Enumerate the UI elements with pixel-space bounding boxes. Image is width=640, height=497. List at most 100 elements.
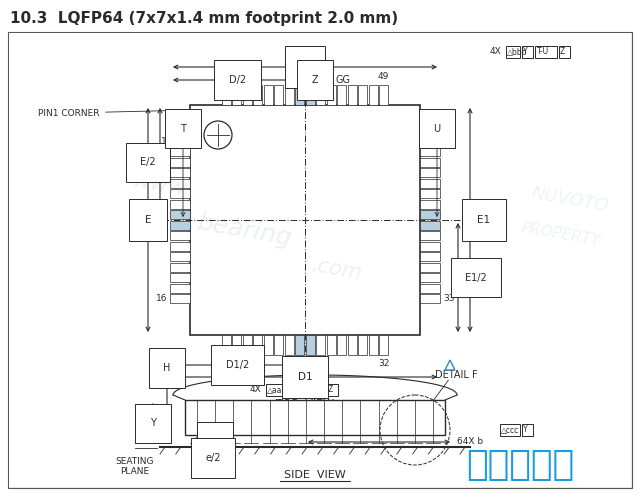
Bar — [170, 242, 190, 251]
Bar — [420, 210, 440, 219]
Text: 49: 49 — [378, 72, 389, 81]
Bar — [266, 384, 288, 396]
Text: PROPERTY: PROPERTY — [520, 221, 602, 249]
Text: 10.3  LQFP64 (7x7x1.4 mm footprint 2.0 mm): 10.3 LQFP64 (7x7x1.4 mm footprint 2.0 mm… — [10, 10, 398, 25]
Text: 64: 64 — [221, 72, 232, 81]
Bar — [506, 46, 520, 58]
Bar — [170, 294, 190, 303]
Text: T-U: T-U — [305, 386, 317, 395]
Bar — [170, 252, 190, 261]
Bar — [170, 263, 190, 272]
Bar — [348, 335, 356, 355]
Bar — [295, 335, 304, 355]
Text: 48: 48 — [443, 137, 454, 146]
Bar — [170, 158, 190, 167]
Bar — [420, 200, 440, 209]
Bar — [185, 400, 445, 435]
Bar — [369, 85, 378, 105]
Bar — [170, 179, 190, 188]
Bar — [221, 335, 231, 355]
Text: DETAIL F: DETAIL F — [435, 370, 477, 380]
Bar — [420, 263, 440, 272]
Bar — [275, 85, 284, 105]
Bar — [358, 335, 367, 355]
Text: E1/2: E1/2 — [465, 272, 487, 282]
Text: D: D — [301, 62, 309, 72]
Bar — [380, 85, 388, 105]
Text: e/2: e/2 — [205, 453, 221, 463]
Bar — [420, 284, 440, 293]
Bar — [170, 168, 190, 177]
Text: D1/2: D1/2 — [226, 360, 249, 370]
Text: 64X b: 64X b — [457, 437, 483, 446]
Text: GG: GG — [335, 75, 350, 85]
Bar — [535, 46, 557, 58]
Bar — [285, 85, 294, 105]
Bar — [232, 335, 241, 355]
Bar — [243, 335, 252, 355]
Text: Z: Z — [312, 75, 318, 85]
Text: TOP  VIEW: TOP VIEW — [276, 399, 334, 409]
Bar — [253, 335, 262, 355]
Text: T-U: T-U — [537, 48, 549, 57]
Bar — [420, 147, 440, 156]
Bar — [306, 85, 315, 105]
Bar — [295, 85, 304, 105]
Text: 深圳宏力捧: 深圳宏力捧 — [466, 448, 574, 482]
Bar — [264, 335, 273, 355]
Bar — [316, 85, 325, 105]
Bar — [348, 85, 356, 105]
Bar — [303, 384, 325, 396]
Bar — [420, 252, 440, 261]
Text: .com: .com — [310, 255, 364, 284]
Text: 33: 33 — [443, 294, 454, 303]
Bar — [420, 168, 440, 177]
Bar — [420, 189, 440, 198]
Text: D1: D1 — [298, 372, 312, 382]
Text: Y: Y — [523, 425, 527, 434]
Bar — [170, 137, 190, 146]
Bar — [380, 335, 388, 355]
Bar — [420, 273, 440, 282]
Bar — [170, 189, 190, 198]
Bar — [337, 335, 346, 355]
Text: U: U — [433, 124, 440, 134]
Bar — [522, 46, 533, 58]
Bar — [420, 294, 440, 303]
Text: 17: 17 — [221, 359, 232, 368]
Text: 1: 1 — [161, 137, 167, 146]
Bar — [522, 424, 533, 436]
Bar — [275, 335, 284, 355]
Text: Z: Z — [328, 386, 333, 395]
Bar — [170, 284, 190, 293]
Text: Y: Y — [150, 418, 156, 428]
Bar — [221, 85, 231, 105]
Text: 4X: 4X — [490, 48, 502, 57]
Text: www.: www. — [130, 170, 193, 200]
Bar — [500, 424, 520, 436]
Bar — [327, 85, 336, 105]
Text: SIDE  VIEW: SIDE VIEW — [284, 470, 346, 480]
Bar — [243, 85, 252, 105]
Text: H: H — [163, 363, 171, 373]
Text: D/2: D/2 — [229, 75, 246, 85]
Text: SEATING
PLANE: SEATING PLANE — [116, 457, 154, 477]
Bar — [264, 85, 273, 105]
Text: △ccc: △ccc — [501, 425, 519, 434]
Bar — [420, 158, 440, 167]
Bar — [306, 335, 315, 355]
Bar — [369, 335, 378, 355]
Bar — [316, 335, 325, 355]
Bar — [190, 105, 420, 335]
Text: Z: Z — [560, 48, 565, 57]
Bar — [327, 335, 336, 355]
Text: T: T — [180, 124, 186, 134]
Text: bearing: bearing — [195, 210, 293, 250]
Bar — [170, 231, 190, 240]
Bar — [358, 85, 367, 105]
Text: H: H — [291, 386, 297, 395]
Bar — [420, 221, 440, 230]
Text: Y: Y — [523, 48, 527, 57]
Bar — [170, 221, 190, 230]
Bar — [290, 384, 301, 396]
